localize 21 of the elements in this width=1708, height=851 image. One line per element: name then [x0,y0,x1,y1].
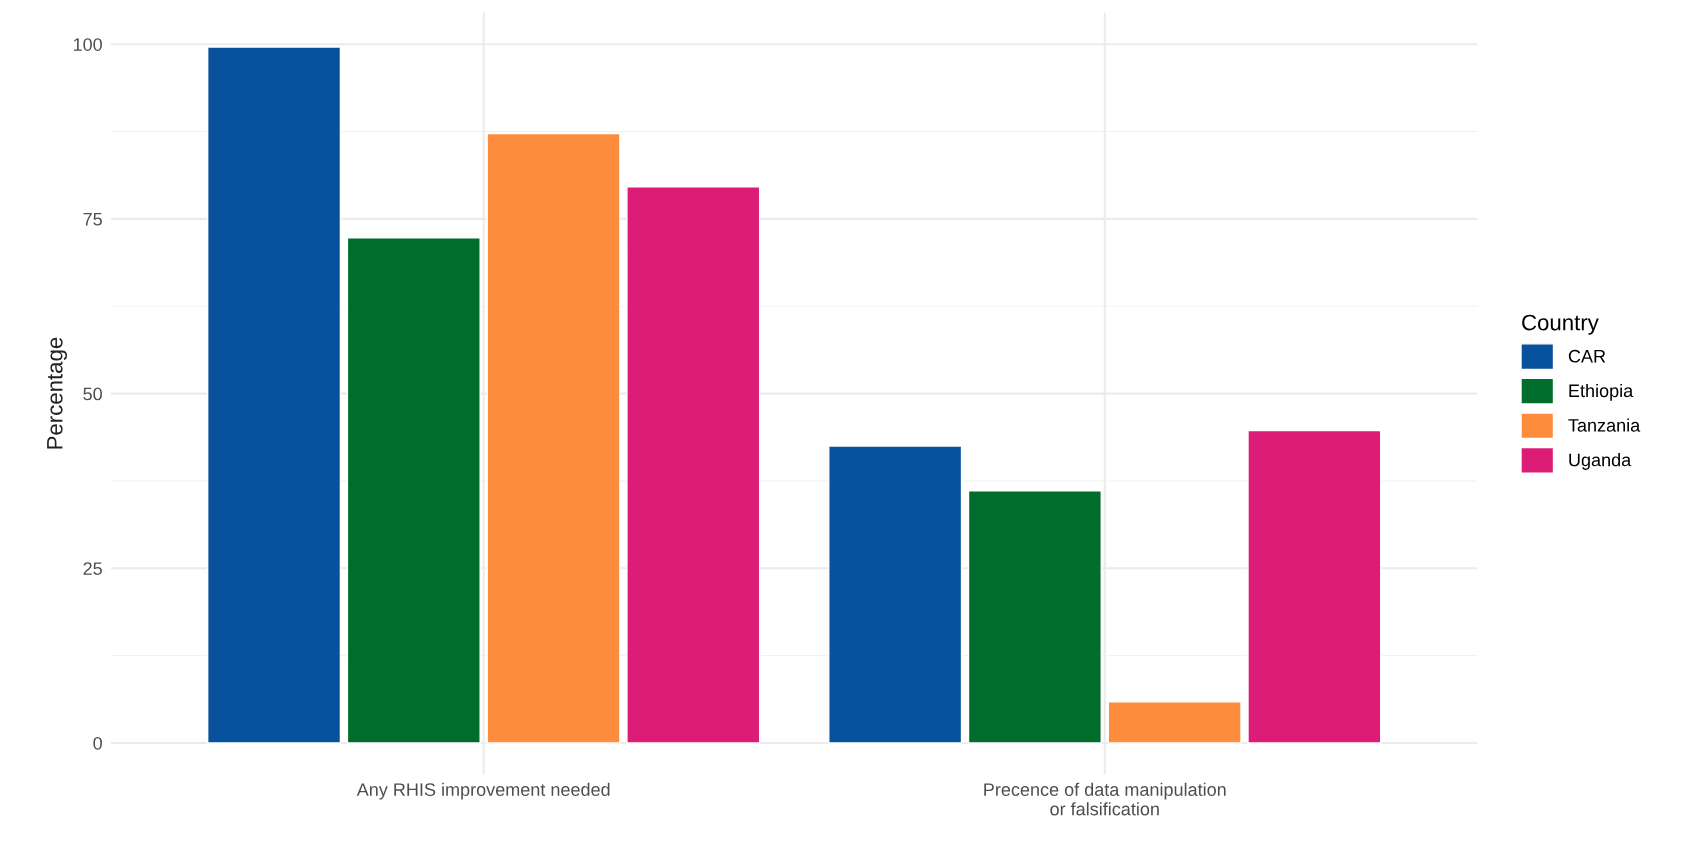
legend-label: CAR [1568,349,1606,363]
y-tick-label: 25 [83,562,102,575]
y-axis-title: Percentage [47,337,68,449]
bar [206,46,342,744]
legend-title: Country [1522,314,1599,335]
bar [967,490,1102,744]
bar [1107,701,1242,744]
y-tick-label: 75 [83,213,102,226]
legend-label: Tanzania [1568,418,1641,432]
legend-label: Ethiopia [1569,383,1634,401]
bar [486,132,621,744]
y-tick-label: 0 [93,736,102,750]
bar [828,445,963,744]
x-tick-label: Precence of data manipulation or falsification [984,782,1226,816]
bar [346,237,481,744]
y-tick-label: 50 [83,387,102,401]
x-tick-label: Any RHIS improvement needed [356,782,610,800]
bar [626,186,761,744]
y-tick-label: 100 [73,38,102,51]
legend-label: Uganda [1569,453,1632,470]
bar [1247,429,1382,744]
